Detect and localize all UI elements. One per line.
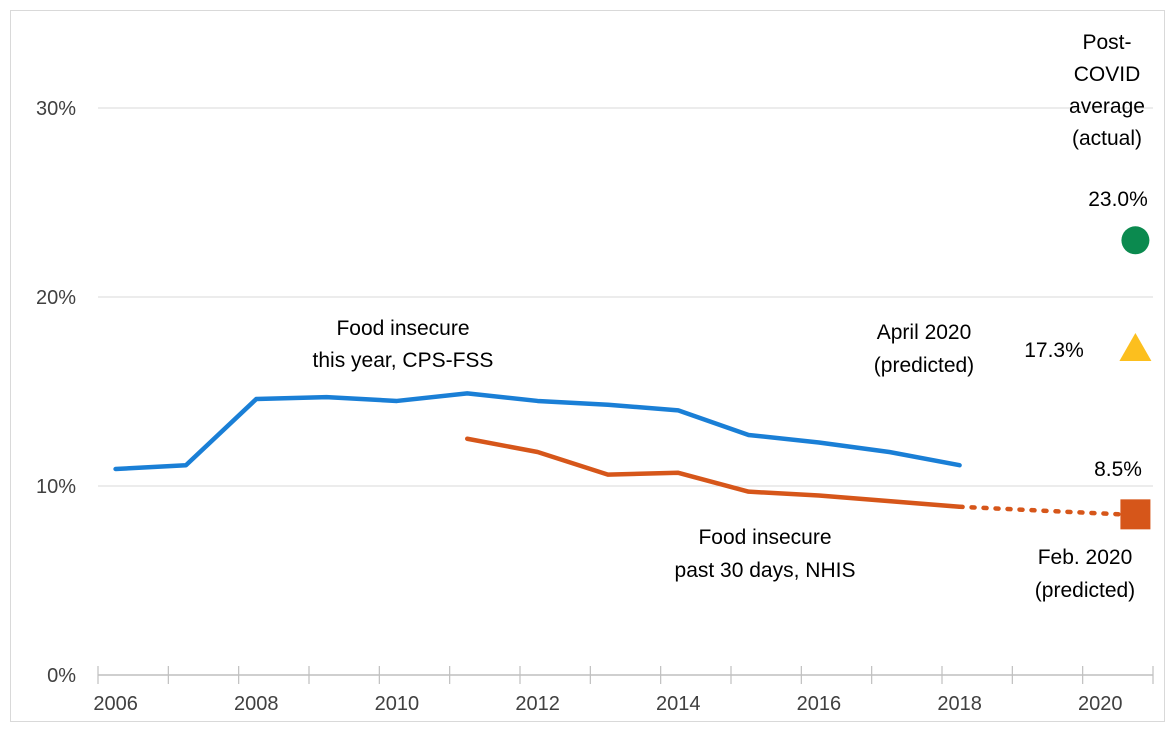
x-tick-label: 2012 [515,693,560,715]
series-line [113,391,962,472]
series-line [465,436,962,510]
x-tick-label: 2016 [797,693,842,715]
april-2020-label-line: (predicted) [874,354,974,377]
april-2020-value-label: 17.3% [1024,339,1084,362]
cps-fss-label-line: Food insecure [336,317,469,340]
y-tick-label: 20% [36,287,76,309]
x-tick-label: 2018 [937,693,982,715]
x-tick-label: 2006 [93,693,138,715]
x-tick-label: 2020 [1078,693,1123,715]
feb-2020-marker [1120,499,1151,530]
feb-2020-value-label: 8.5% [1094,458,1142,481]
nhis-label-line: past 30 days, NHIS [675,559,856,582]
post-covid-value-label: 23.0% [1088,188,1148,211]
x-tick-label: 2010 [375,693,420,715]
april-2020-label-line: April 2020 [877,321,972,344]
feb-2020-label-line: (predicted) [1035,579,1135,602]
annotations: Food insecure this year, CPS-FSS Food inse… [313,31,1148,602]
projection-line [957,504,1124,517]
post-covid-label-line: COVID [1074,63,1141,86]
post-covid-label-line: Post- [1082,31,1131,54]
post-covid-label-line: average [1069,95,1145,118]
post-covid-label-line: (actual) [1072,127,1142,150]
cps-fss-label-line: this year, CPS-FSS [313,349,494,372]
y-tick-label: 30% [36,98,76,120]
y-tick-label: 10% [36,476,76,498]
y-tick-label: 0% [47,665,76,687]
feb-2020-label-line: Feb. 2020 [1038,546,1133,569]
chart-frame [10,10,1165,722]
april-2020-marker [1119,333,1152,362]
nhis-label-line: Food insecure [698,526,831,549]
x-tick-label: 2008 [234,693,279,715]
series-lines [113,391,1124,517]
x-tick-label: 2014 [656,693,701,715]
post-covid-marker [1121,226,1150,255]
axes: 0% 10% 20% 30% 2006 2008 2010 2012 2014 2016 2018 2… [36,98,1154,715]
gridlines [98,107,1153,487]
markers [1119,226,1152,530]
